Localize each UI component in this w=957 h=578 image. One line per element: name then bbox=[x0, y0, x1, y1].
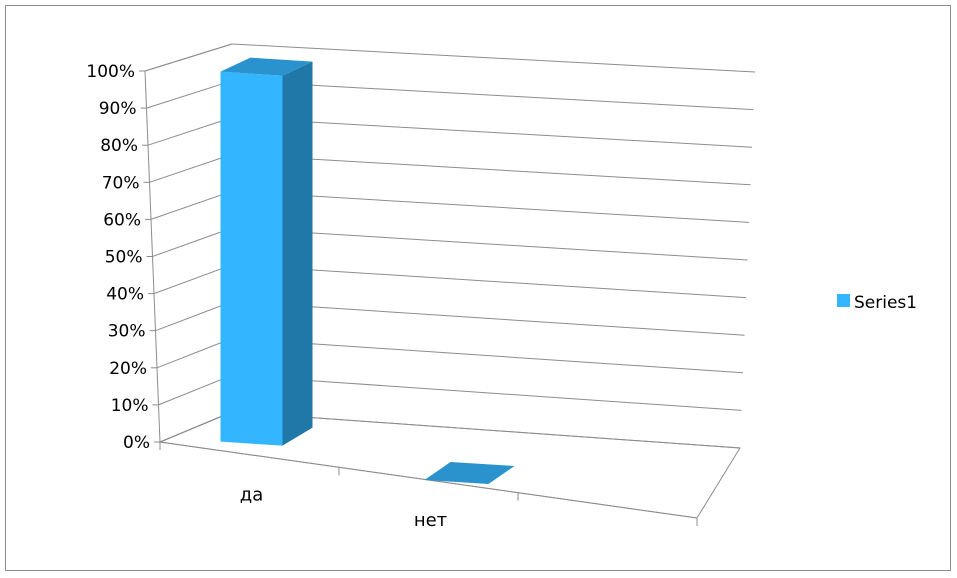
y-tick-label: 100% bbox=[86, 62, 135, 82]
gridline-side bbox=[159, 411, 233, 443]
y-axis-line bbox=[144, 70, 161, 443]
y-tick-label: 50% bbox=[105, 248, 143, 268]
y-axis-ticks: 0% 10% 20% 30% 40% 50% 60% 70% 80% 90% 100% bbox=[86, 62, 161, 453]
legend-label-series1: Series1 bbox=[854, 293, 917, 313]
gridline-back bbox=[231, 374, 742, 411]
gridline-back bbox=[231, 227, 748, 261]
gridline-back bbox=[231, 190, 750, 223]
gridline-back bbox=[231, 337, 744, 374]
gridline-back bbox=[231, 411, 741, 449]
gridline-back bbox=[231, 153, 751, 186]
y-tick-label: 80% bbox=[100, 136, 138, 156]
bar-да-front bbox=[220, 71, 283, 446]
bars bbox=[220, 57, 515, 484]
gridlines bbox=[144, 43, 756, 449]
x-tick-label: нет bbox=[414, 510, 447, 531]
y-tick-label: 0% bbox=[123, 433, 150, 453]
legend: Series1 bbox=[837, 293, 917, 313]
y-tick-label: 70% bbox=[102, 173, 140, 193]
legend-swatch-series1 bbox=[837, 294, 850, 307]
bar-нет-flat bbox=[424, 462, 515, 484]
y-tick-label: 10% bbox=[111, 396, 149, 416]
gridline-side bbox=[155, 301, 233, 332]
gridline-side bbox=[152, 227, 233, 257]
bar-да-side bbox=[282, 61, 313, 446]
y-tick-label: 30% bbox=[108, 322, 146, 342]
y-tick-label: 90% bbox=[99, 99, 137, 119]
x-tick-label: да bbox=[240, 485, 263, 506]
gridline-back bbox=[231, 264, 747, 299]
gridline-back bbox=[231, 117, 753, 148]
y-tick-label: 60% bbox=[103, 210, 141, 230]
gridline-back bbox=[231, 80, 754, 111]
bar-да-top bbox=[220, 57, 313, 76]
gridline-side bbox=[158, 374, 233, 406]
y-tick-label: 40% bbox=[106, 285, 144, 305]
gridline-side bbox=[149, 153, 233, 183]
gridline-side bbox=[146, 80, 233, 109]
y-tick-label: 20% bbox=[109, 359, 147, 379]
gridline-back bbox=[231, 43, 756, 73]
gridline-back bbox=[231, 301, 745, 336]
x-axis: да нет bbox=[159, 441, 698, 531]
gridline-side bbox=[147, 117, 233, 146]
gridline-side bbox=[150, 190, 233, 220]
gridline-side bbox=[153, 264, 233, 295]
gridline-side bbox=[156, 337, 233, 369]
gridline-side bbox=[144, 43, 233, 72]
